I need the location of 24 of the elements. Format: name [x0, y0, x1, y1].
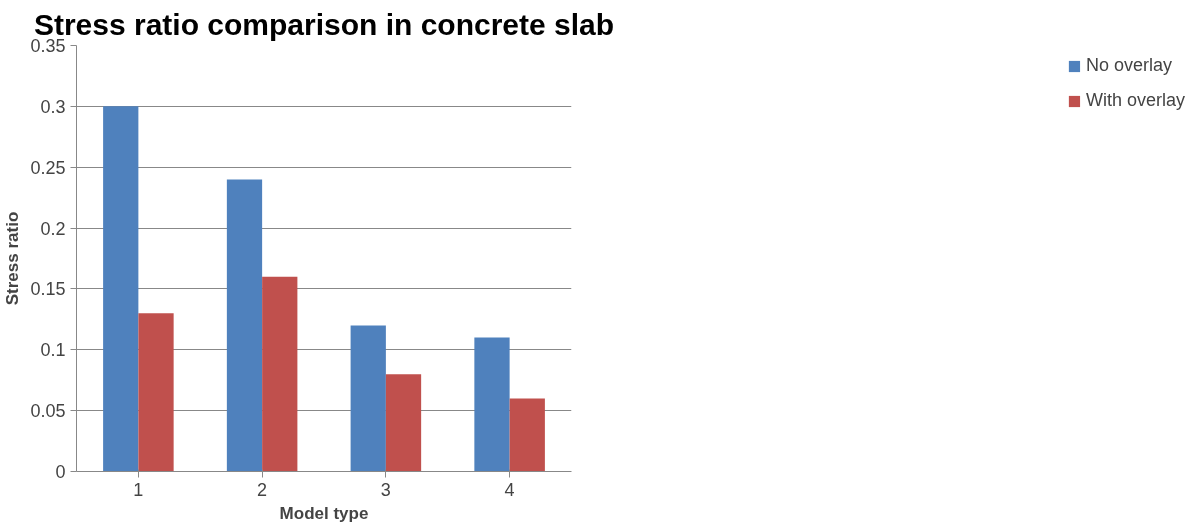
bar	[350, 325, 386, 472]
y-tick-label: 0.35	[30, 36, 66, 56]
bar	[474, 337, 510, 472]
y-tick-label: 0.25	[30, 157, 66, 178]
x-tick-label: 3	[380, 479, 391, 500]
x-tick-label: 1	[133, 479, 144, 500]
bar	[509, 398, 545, 472]
y-tick-label: 0.3	[40, 96, 66, 117]
y-tick-label: 0.15	[30, 279, 66, 300]
bar	[385, 374, 422, 472]
y-axis-title: Stress ratio	[3, 211, 23, 306]
bar	[262, 276, 298, 472]
bar	[226, 179, 263, 472]
legend-label: No overlay	[1085, 55, 1173, 76]
bar	[103, 106, 139, 472]
legend-label: With overlay	[1085, 90, 1185, 111]
y-tick-label: 0.1	[40, 340, 66, 361]
x-tick-label: 4	[504, 479, 515, 500]
y-tick-label: 0	[55, 462, 66, 482]
y-tick-label: 0.05	[30, 401, 66, 422]
bar	[138, 313, 174, 472]
y-tick-label: 0.2	[40, 218, 66, 239]
x-tick-label: 2	[257, 479, 268, 500]
x-axis-title: Model type	[279, 503, 369, 523]
